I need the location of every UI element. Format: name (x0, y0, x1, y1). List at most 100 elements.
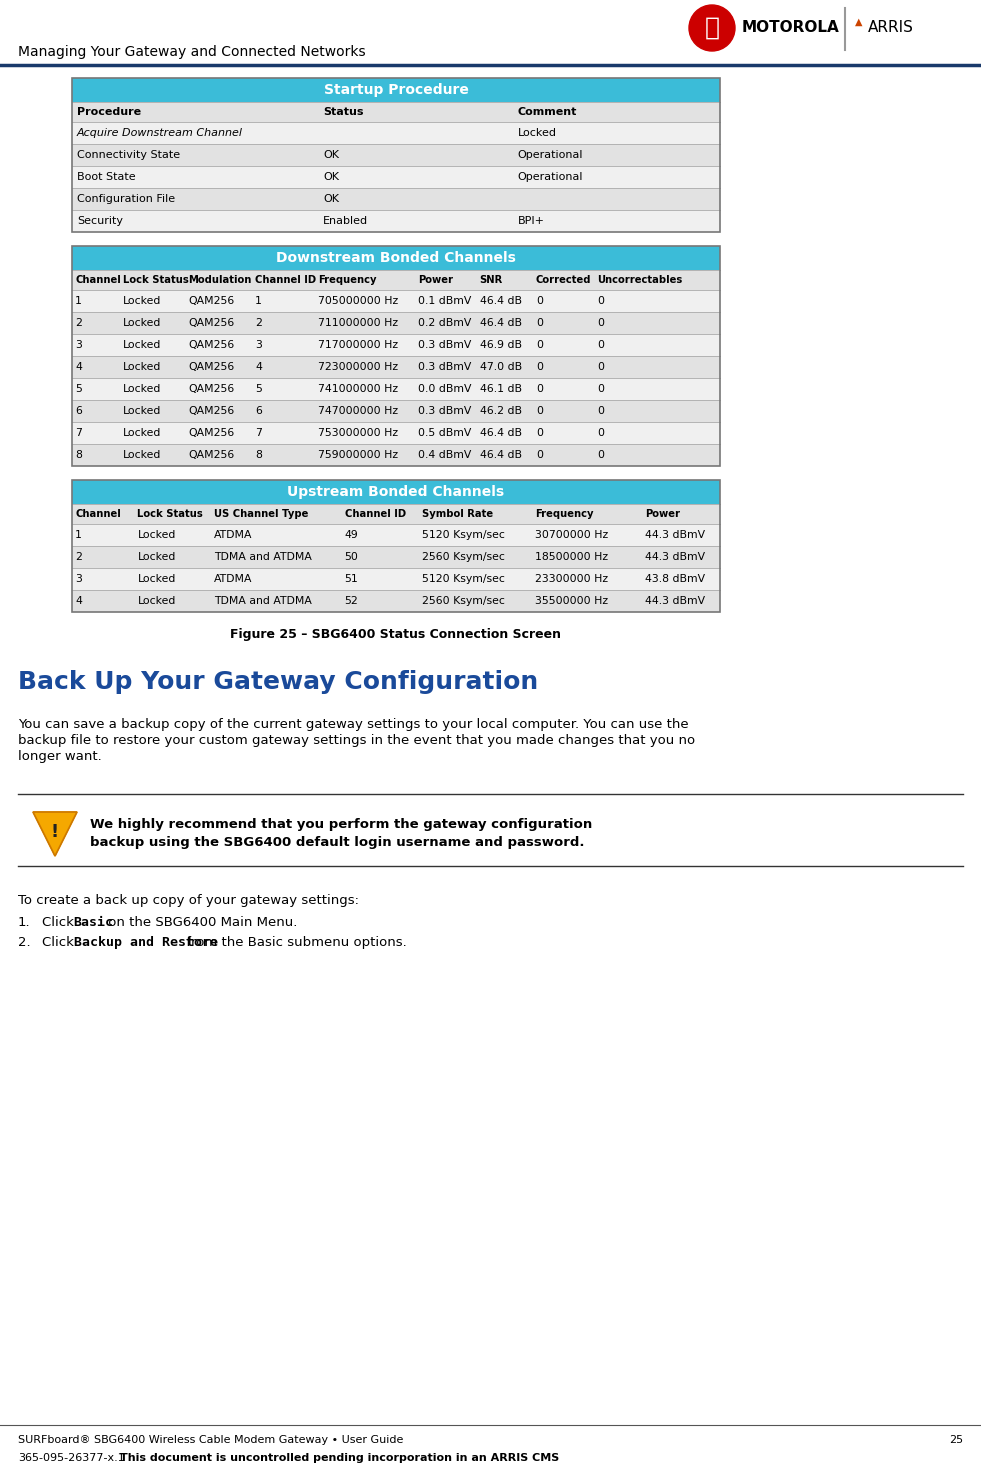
Text: 30700000 Hz: 30700000 Hz (535, 530, 608, 540)
Text: Locked: Locked (124, 449, 162, 460)
Text: on the SBG6400 Main Menu.: on the SBG6400 Main Menu. (104, 916, 297, 930)
Text: Locked: Locked (124, 318, 162, 328)
Text: Locked: Locked (137, 530, 176, 540)
Text: Enabled: Enabled (324, 217, 368, 225)
Bar (72, 165, 720, 187)
Text: backup using the SBG6400 default login username and password.: backup using the SBG6400 default login u… (90, 836, 585, 849)
Text: Locked: Locked (124, 362, 162, 372)
Bar (72, 102, 720, 122)
Text: Downstream Bonded Channels: Downstream Bonded Channels (276, 250, 516, 265)
Bar (72, 78, 720, 231)
Text: Modulation: Modulation (188, 275, 251, 285)
Text: QAM256: QAM256 (188, 427, 234, 438)
Text: 365-095-26377-x.1: 365-095-26377-x.1 (18, 1452, 125, 1463)
Text: 0.3 dBmV: 0.3 dBmV (419, 340, 472, 350)
Text: 50: 50 (344, 552, 358, 562)
Text: 6: 6 (75, 406, 81, 416)
Text: Comment: Comment (518, 107, 577, 117)
Text: OK: OK (324, 149, 339, 160)
Text: 0.4 dBmV: 0.4 dBmV (419, 449, 472, 460)
Bar (72, 246, 720, 269)
Bar (72, 480, 720, 504)
Text: 4: 4 (75, 596, 81, 606)
Text: Locked: Locked (124, 340, 162, 350)
Text: You can save a backup copy of the current gateway settings to your local compute: You can save a backup copy of the curren… (18, 717, 689, 731)
Text: Startup Procedure: Startup Procedure (324, 83, 469, 97)
Text: 2: 2 (255, 318, 262, 328)
Text: 35500000 Hz: 35500000 Hz (535, 596, 608, 606)
Text: 1.: 1. (18, 916, 30, 930)
Text: We highly recommend that you perform the gateway configuration: We highly recommend that you perform the… (90, 818, 593, 832)
Text: 3: 3 (75, 574, 81, 584)
Bar (72, 400, 720, 422)
Text: 18500000 Hz: 18500000 Hz (535, 552, 608, 562)
Text: SURFboard® SBG6400 Wireless Cable Modem Gateway • User Guide: SURFboard® SBG6400 Wireless Cable Modem … (18, 1435, 403, 1445)
Text: Channel: Channel (75, 275, 121, 285)
Text: 3: 3 (75, 340, 81, 350)
Text: 5: 5 (255, 384, 262, 394)
Text: 0: 0 (597, 340, 604, 350)
Text: 52: 52 (344, 596, 358, 606)
Text: 747000000 Hz: 747000000 Hz (318, 406, 397, 416)
Bar (72, 246, 720, 466)
Text: 2: 2 (75, 318, 81, 328)
Text: 0: 0 (597, 384, 604, 394)
Text: QAM256: QAM256 (188, 318, 234, 328)
Text: 0: 0 (536, 296, 542, 306)
Text: 43.8 dBmV: 43.8 dBmV (645, 574, 705, 584)
Text: 5: 5 (75, 384, 81, 394)
Bar (72, 590, 720, 612)
Text: Security: Security (77, 217, 123, 225)
Text: 0.5 dBmV: 0.5 dBmV (419, 427, 472, 438)
Text: Locked: Locked (124, 406, 162, 416)
Text: QAM256: QAM256 (188, 362, 234, 372)
Text: Operational: Operational (518, 149, 583, 160)
Text: 0: 0 (536, 406, 542, 416)
Bar (72, 422, 720, 444)
Text: 46.2 dB: 46.2 dB (480, 406, 522, 416)
Text: 44.3 dBmV: 44.3 dBmV (645, 530, 705, 540)
Text: Click: Click (42, 935, 78, 949)
Text: 23300000 Hz: 23300000 Hz (535, 574, 608, 584)
Text: 0: 0 (536, 362, 542, 372)
Text: Lock Status: Lock Status (124, 275, 189, 285)
Bar (72, 444, 720, 466)
Text: 44.3 dBmV: 44.3 dBmV (645, 596, 705, 606)
Text: 44.3 dBmV: 44.3 dBmV (645, 552, 705, 562)
Text: Channel ID: Channel ID (344, 509, 406, 520)
Text: 4: 4 (75, 362, 81, 372)
Text: Boot State: Boot State (77, 171, 135, 182)
Text: 51: 51 (344, 574, 358, 584)
Text: 46.4 dB: 46.4 dB (480, 318, 522, 328)
Text: Basic: Basic (74, 916, 114, 930)
Ellipse shape (689, 4, 735, 51)
Text: 2560 Ksym/sec: 2560 Ksym/sec (422, 552, 505, 562)
Text: 0: 0 (597, 318, 604, 328)
Text: 2.: 2. (18, 935, 30, 949)
Text: To create a back up copy of your gateway settings:: To create a back up copy of your gateway… (18, 895, 359, 908)
Text: 46.4 dB: 46.4 dB (480, 449, 522, 460)
Text: QAM256: QAM256 (188, 406, 234, 416)
Text: 2: 2 (75, 552, 81, 562)
Text: Locked: Locked (137, 552, 176, 562)
Text: 49: 49 (344, 530, 358, 540)
Text: 741000000 Hz: 741000000 Hz (318, 384, 397, 394)
Text: 6: 6 (255, 406, 262, 416)
Text: 0: 0 (536, 318, 542, 328)
Text: 3: 3 (255, 340, 262, 350)
Text: Frequency: Frequency (535, 509, 594, 520)
Text: 0: 0 (597, 449, 604, 460)
Text: Figure 25 – SBG6400 Status Connection Screen: Figure 25 – SBG6400 Status Connection Sc… (231, 628, 561, 641)
Text: Locked: Locked (124, 384, 162, 394)
Text: QAM256: QAM256 (188, 296, 234, 306)
Bar (72, 568, 720, 590)
Text: 25: 25 (949, 1435, 963, 1445)
Text: 2560 Ksym/sec: 2560 Ksym/sec (422, 596, 505, 606)
Text: Channel ID: Channel ID (255, 275, 316, 285)
Text: 47.0 dB: 47.0 dB (480, 362, 522, 372)
Text: 0.1 dBmV: 0.1 dBmV (419, 296, 472, 306)
Text: 0.2 dBmV: 0.2 dBmV (419, 318, 472, 328)
Text: 0: 0 (536, 340, 542, 350)
Text: Locked: Locked (124, 427, 162, 438)
Text: 7: 7 (75, 427, 81, 438)
